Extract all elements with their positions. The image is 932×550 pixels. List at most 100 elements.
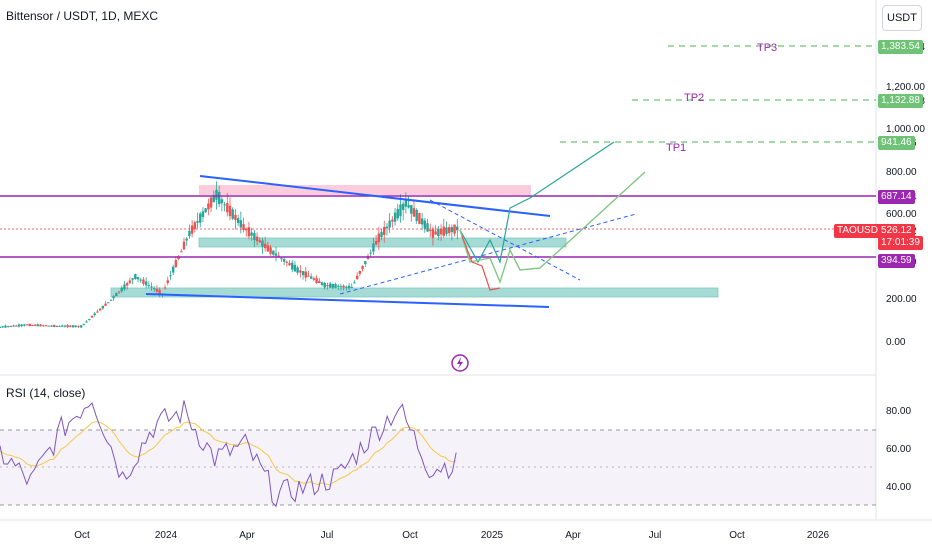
time-axis-label: Apr <box>239 530 255 541</box>
projection-path-teal <box>459 141 615 264</box>
candle-body <box>188 230 191 237</box>
analysis-lines <box>0 45 876 372</box>
candle-body <box>228 205 232 217</box>
candle-body <box>377 233 381 243</box>
rising-projection <box>339 213 637 295</box>
candle-body <box>353 282 356 284</box>
candle-body <box>88 319 91 321</box>
rsi-pane <box>0 400 876 508</box>
candle-body <box>174 260 178 268</box>
candle-body <box>36 324 40 327</box>
candle-body <box>47 325 50 327</box>
candle-body <box>312 278 316 280</box>
candle-body <box>396 209 399 219</box>
candle-body <box>201 211 205 217</box>
tp3-price-badge: 1,383.54 <box>878 40 923 54</box>
candle-body <box>410 205 413 214</box>
candle-body <box>320 282 324 285</box>
candle-body <box>437 228 440 236</box>
rsi-axis-label: 60.00 <box>886 444 911 455</box>
candle-body <box>139 279 142 281</box>
candle-body <box>123 284 126 290</box>
candle-body <box>120 287 123 292</box>
candle-body <box>104 303 107 306</box>
candle-body <box>274 253 278 256</box>
candle-body <box>117 291 121 293</box>
candle-body <box>380 231 383 237</box>
candle-body <box>415 209 418 221</box>
candle-body <box>423 220 427 229</box>
tp2-label: TP2 <box>684 92 705 104</box>
price-axis-label: 1,000.00 <box>886 124 925 135</box>
candle-body <box>131 278 134 280</box>
currency-button[interactable]: USDT <box>882 5 922 31</box>
support-zone <box>110 287 719 298</box>
candle-body <box>77 325 80 327</box>
candle-body <box>101 305 105 309</box>
countdown-badge: 17:01:39 <box>878 236 923 250</box>
lightning-glyph <box>457 357 463 369</box>
candle-body <box>147 285 151 287</box>
candle-body <box>263 243 267 249</box>
candle-body <box>74 325 77 327</box>
candle-body <box>155 288 159 292</box>
candle-body <box>388 220 391 228</box>
candle-body <box>15 325 18 327</box>
candle-body <box>4 325 7 328</box>
candle-body <box>163 287 167 289</box>
candle-body <box>0 327 2 329</box>
candle-body <box>331 283 335 288</box>
candle-body <box>96 311 99 313</box>
candle-body <box>253 232 256 241</box>
candle-body <box>453 224 456 234</box>
time-axis-label: Jul <box>649 530 662 541</box>
candle-body <box>153 288 156 290</box>
rsi-ma-line <box>0 421 457 486</box>
candle-body <box>280 258 283 260</box>
candle-body <box>193 222 197 230</box>
tp1-price-badge: 941.46 <box>878 136 915 150</box>
candle-body <box>190 225 194 234</box>
candle-body <box>445 227 448 234</box>
price-axis-label: 800.00 <box>886 167 917 178</box>
candle-body <box>291 262 294 270</box>
candle-body <box>66 325 69 328</box>
candle-body <box>220 199 224 204</box>
candle-body <box>282 258 286 262</box>
candle-body <box>12 325 15 327</box>
time-axis-label: Apr <box>565 530 581 541</box>
candle-body <box>52 324 56 327</box>
candle-body <box>456 226 459 231</box>
candle-body <box>347 285 351 289</box>
candle-body <box>134 274 137 279</box>
candle-body <box>450 227 454 233</box>
candle-body <box>391 219 394 222</box>
lightning-icon <box>451 354 469 372</box>
candle-body <box>239 220 243 228</box>
candle-body <box>209 197 213 208</box>
chart-title: Bittensor / USDT, 1D, MEXC <box>6 9 159 23</box>
candle-body <box>158 289 161 295</box>
candle-body <box>385 226 389 229</box>
candle-body <box>401 203 405 210</box>
candle-body <box>93 313 96 316</box>
candle-body <box>272 250 275 255</box>
candle-body <box>112 296 115 299</box>
candle-body <box>109 299 113 301</box>
candle-body <box>296 267 299 273</box>
candle-body <box>125 283 129 286</box>
price-axis-label: 200.00 <box>886 294 917 305</box>
candle-body <box>204 208 207 213</box>
candle-body <box>399 204 402 217</box>
candle-body <box>136 277 140 280</box>
candle-body <box>44 325 48 327</box>
rsi-axis-label: 40.00 <box>886 482 911 493</box>
mid-zone <box>198 237 567 248</box>
rsi-title: RSI (14, close) <box>6 386 86 400</box>
candle-body <box>226 203 229 213</box>
candle-body <box>69 325 72 327</box>
time-axis-label: 2026 <box>807 530 830 541</box>
candle-body <box>236 218 240 224</box>
upper-trend-line <box>199 175 551 217</box>
